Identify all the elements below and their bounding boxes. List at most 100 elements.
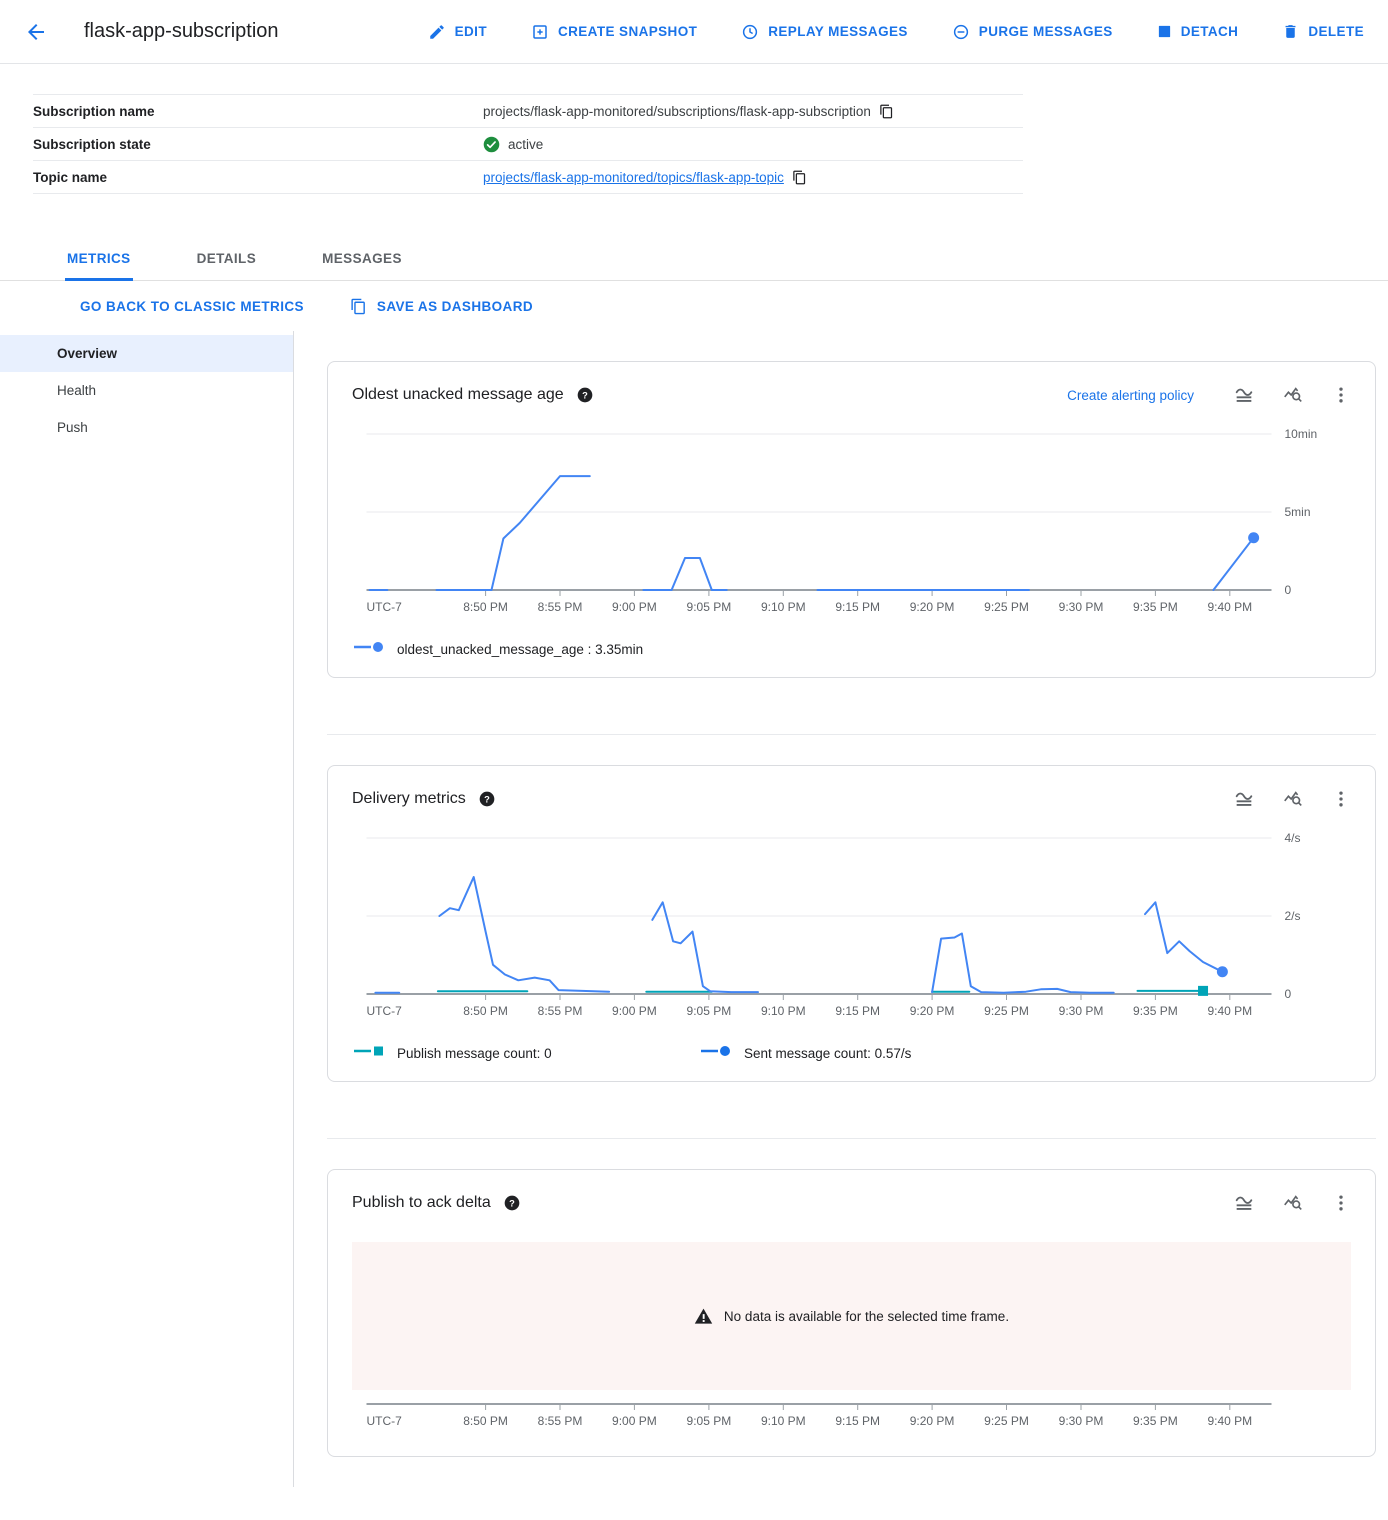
copy-icon[interactable] <box>792 170 807 185</box>
metrics-main: Overview Health Push Oldest unacked mess… <box>0 331 1388 1487</box>
subscription-name-value: projects/flask-app-monitored/subscriptio… <box>483 103 871 119</box>
detach-button[interactable]: DETACH <box>1157 24 1239 39</box>
warning-icon <box>694 1308 713 1324</box>
svg-text:UTC-7: UTC-7 <box>367 1004 403 1018</box>
purge-messages-button[interactable]: PURGE MESSAGES <box>952 23 1113 41</box>
svg-text:5min: 5min <box>1285 505 1311 519</box>
clock-icon <box>743 24 758 39</box>
svg-text:8:55 PM: 8:55 PM <box>538 1414 583 1428</box>
copy-icon[interactable] <box>879 104 894 119</box>
chart-title: Oldest unacked message age <box>352 386 564 403</box>
svg-text:9:35 PM: 9:35 PM <box>1133 1004 1178 1018</box>
no-data-area: No data is available for the selected ti… <box>352 1242 1351 1390</box>
publish-ack-delta-axis: 8:50 PM 8:55 PM 9:00 PM 9:05 PM 9:10 PM 9:15 … <box>352 1392 1351 1438</box>
sidebar-item-health[interactable]: Health <box>57 383 97 398</box>
chart-legend: Publish message count: 0 Sent message co… <box>352 1044 1351 1063</box>
no-data-message: No data is available for the selected ti… <box>723 1308 1010 1324</box>
svg-text:8:50 PM: 8:50 PM <box>463 600 508 614</box>
svg-text:9:15 PM: 9:15 PM <box>835 1004 880 1018</box>
tab-bar: METRICS DETAILS MESSAGES <box>0 236 1388 281</box>
minus-circle-icon <box>953 24 968 39</box>
svg-text:0: 0 <box>1285 583 1292 597</box>
svg-text:?: ? <box>509 1198 515 1208</box>
svg-text:?: ? <box>484 794 490 804</box>
subscription-state-row: Subscription state active <box>33 128 1023 161</box>
tab-metrics[interactable]: METRICS <box>65 236 133 281</box>
svg-text:9:05 PM: 9:05 PM <box>687 1004 732 1018</box>
go-back-classic-metrics-button[interactable]: GO BACK TO CLASSIC METRICS <box>80 299 304 314</box>
svg-text:8:55 PM: 8:55 PM <box>538 600 583 614</box>
topic-name-row: Topic name projects/flask-app-monitored/… <box>33 161 1023 194</box>
svg-text:9:10 PM: 9:10 PM <box>761 1414 806 1428</box>
explore-metrics-icon[interactable] <box>1282 788 1304 810</box>
legend-line-dot-marker <box>354 640 384 659</box>
oldest-unacked-chart: 8:50 PM 8:55 PM 9:00 PM 9:05 PM 9:10 PM 9:15 … <box>352 420 1351 632</box>
create-alerting-policy-link[interactable]: Create alerting policy <box>1067 387 1194 403</box>
add-box-icon <box>533 24 547 39</box>
toolbar-actions: EDIT CREATE SNAPSHOT REPLAY MESSAGES PUR… <box>428 23 1364 41</box>
svg-text:9:40 PM: 9:40 PM <box>1207 1004 1252 1018</box>
subscription-state-label: Subscription state <box>33 136 151 152</box>
metric-section: Publish to ack delta ? <box>327 1139 1376 1487</box>
metric-section: Delivery metrics ? <box>327 735 1376 1139</box>
topic-link[interactable]: projects/flask-app-monitored/topics/flas… <box>483 169 784 185</box>
svg-text:8:55 PM: 8:55 PM <box>538 1004 583 1018</box>
legend-entry: Publish message count: 0 <box>354 1044 701 1063</box>
svg-text:2/s: 2/s <box>1285 909 1301 923</box>
top-toolbar: flask-app-subscription EDIT CREATE SNAPS… <box>0 0 1388 64</box>
svg-text:9:25 PM: 9:25 PM <box>984 1004 1029 1018</box>
svg-text:9:20 PM: 9:20 PM <box>910 600 955 614</box>
check-circle-icon <box>483 136 500 152</box>
svg-text:4/s: 4/s <box>1285 831 1301 845</box>
legend-entry: Sent message count: 0.57/s <box>701 1044 1048 1063</box>
svg-text:9:00 PM: 9:00 PM <box>612 1004 657 1018</box>
threshold-lines-icon[interactable] <box>1233 1192 1255 1214</box>
more-options-icon[interactable] <box>1331 385 1351 405</box>
status-badge: active <box>508 136 544 152</box>
replay-messages-button[interactable]: REPLAY MESSAGES <box>741 23 908 41</box>
more-options-icon[interactable] <box>1331 1193 1351 1213</box>
chart-title: Publish to ack delta <box>352 1194 491 1211</box>
threshold-lines-icon[interactable] <box>1233 788 1255 810</box>
create-snapshot-button[interactable]: CREATE SNAPSHOT <box>531 23 697 41</box>
legend-entry: oldest_unacked_message_age : 3.35min <box>354 640 701 659</box>
arrow-back-icon <box>28 23 44 40</box>
svg-text:9:00 PM: 9:00 PM <box>612 600 657 614</box>
svg-text:9:30 PM: 9:30 PM <box>1059 600 1104 614</box>
svg-text:9:00 PM: 9:00 PM <box>612 1414 657 1428</box>
svg-text:?: ? <box>582 390 588 400</box>
svg-text:9:20 PM: 9:20 PM <box>910 1414 955 1428</box>
more-options-icon[interactable] <box>1331 789 1351 809</box>
metric-card-oldest-unacked: Oldest unacked message age ? Create aler… <box>327 361 1376 678</box>
explore-metrics-icon[interactable] <box>1282 384 1304 406</box>
tab-messages[interactable]: MESSAGES <box>322 251 402 266</box>
save-as-dashboard-button[interactable]: SAVE AS DASHBOARD <box>350 298 533 315</box>
explore-metrics-icon[interactable] <box>1282 1192 1304 1214</box>
svg-text:10min: 10min <box>1285 427 1318 441</box>
topic-name-label: Topic name <box>33 169 108 185</box>
threshold-lines-icon[interactable] <box>1233 384 1255 406</box>
edit-button[interactable]: EDIT <box>428 23 487 41</box>
sidebar-item-push[interactable]: Push <box>57 420 88 435</box>
svg-text:9:10 PM: 9:10 PM <box>761 600 806 614</box>
metric-section: Oldest unacked message age ? Create aler… <box>327 331 1376 735</box>
help-icon[interactable]: ? <box>577 387 593 403</box>
stop-square-icon <box>1158 25 1170 38</box>
back-button[interactable] <box>22 18 50 46</box>
tab-details[interactable]: DETAILS <box>196 251 257 266</box>
chart-title: Delivery metrics <box>352 790 466 807</box>
pencil-icon <box>429 24 444 39</box>
delete-button[interactable]: DELETE <box>1282 23 1364 40</box>
sidebar-item-overview[interactable]: Overview <box>0 335 293 372</box>
svg-text:UTC-7: UTC-7 <box>367 600 403 614</box>
help-icon[interactable]: ? <box>479 791 495 807</box>
help-icon[interactable]: ? <box>504 1195 520 1211</box>
subscription-name-row: Subscription name projects/flask-app-mon… <box>33 95 1023 128</box>
metrics-side-nav: Overview Health Push <box>0 331 294 1487</box>
delivery-metrics-chart: 8:50 PM 8:55 PM 9:00 PM 9:05 PM 9:10 PM 9:15 … <box>352 824 1351 1036</box>
metric-card-delivery-metrics: Delivery metrics ? <box>327 765 1376 1082</box>
svg-text:UTC-7: UTC-7 <box>367 1414 403 1428</box>
svg-text:0: 0 <box>1285 987 1292 1001</box>
subscription-info-table: Subscription name projects/flask-app-mon… <box>33 94 1023 194</box>
svg-text:8:50 PM: 8:50 PM <box>463 1004 508 1018</box>
